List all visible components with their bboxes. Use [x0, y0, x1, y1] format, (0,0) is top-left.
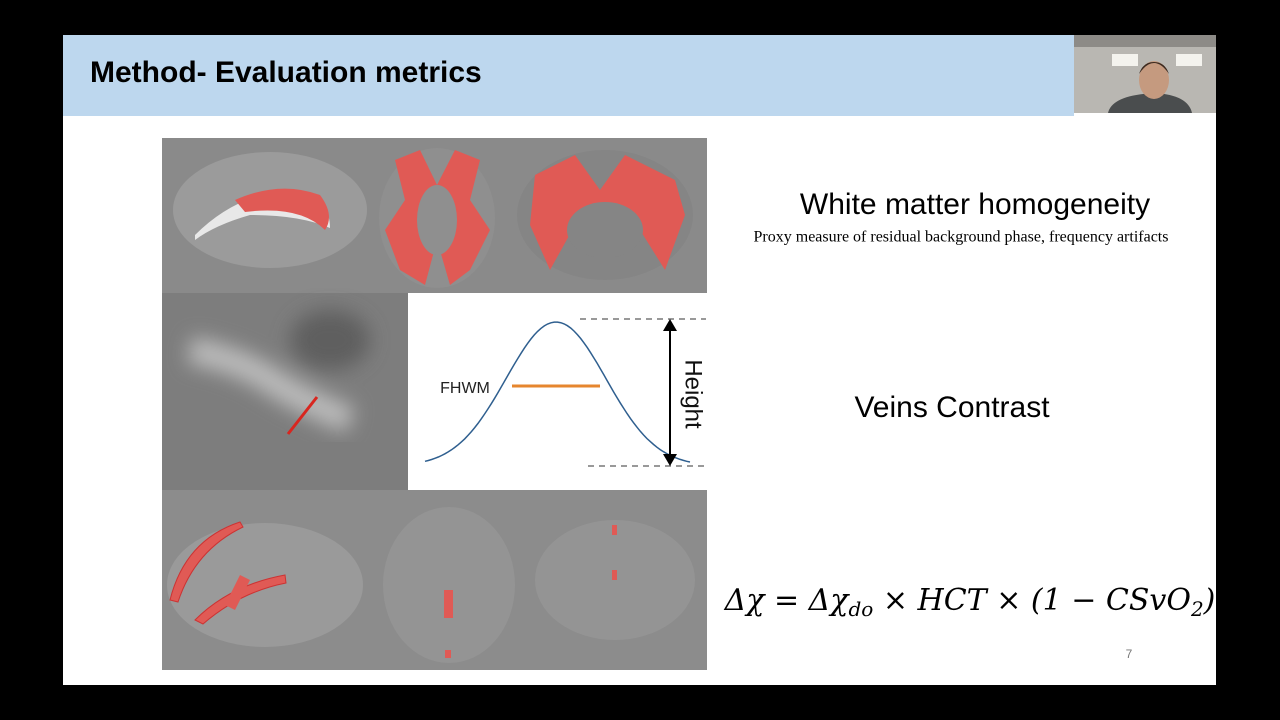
metric-description: Proxy measure of residual background pha…: [754, 229, 1169, 246]
axial-slice: [383, 507, 515, 663]
formula: Δχ = Δχdo × HCT × (1 − CSvO2): [724, 583, 1216, 621]
vein-mask: [612, 525, 617, 535]
vein-mask: [225, 575, 250, 610]
vein: [187, 337, 355, 433]
vein-mask: [612, 570, 617, 580]
axial-center: [417, 185, 457, 255]
vein-mask: [194, 574, 287, 625]
fwhm-label: FHWM: [440, 380, 490, 397]
fwhm-diagram: [408, 293, 707, 490]
profile-line: [286, 396, 319, 435]
wm-mask: [530, 155, 685, 270]
vein-mask: [444, 590, 453, 618]
light: [1176, 54, 1202, 66]
formula-subscript: 2: [1190, 597, 1204, 621]
wm-mask: [235, 188, 329, 230]
height-label: Height: [680, 359, 707, 429]
webcam: [1074, 35, 1216, 113]
person-head: [1139, 61, 1169, 99]
header-band: [63, 35, 1074, 116]
vein-mask: [445, 650, 451, 658]
gaussian-curve: [424, 321, 691, 463]
person-body: [1108, 93, 1192, 113]
slide-number: 7: [1126, 647, 1133, 661]
formula-subscript: do: [849, 597, 874, 621]
formula-part: Δχ = Δχ: [724, 583, 851, 618]
metric-title: White matter homogeneity: [800, 188, 1150, 221]
formula-part: × HCT × (1 − CSvO: [873, 583, 1191, 618]
person-hair: [1139, 62, 1169, 74]
vein-mask: [169, 521, 244, 603]
slide-title: Method- Evaluation metrics: [90, 56, 482, 89]
light: [1112, 54, 1138, 66]
formula-part: ): [1203, 583, 1216, 618]
dark-region: [290, 310, 370, 370]
coronal-center: [567, 202, 643, 258]
vein-blur: [187, 310, 370, 433]
ceiling: [1074, 35, 1216, 47]
metric-title: Veins Contrast: [854, 391, 1050, 424]
